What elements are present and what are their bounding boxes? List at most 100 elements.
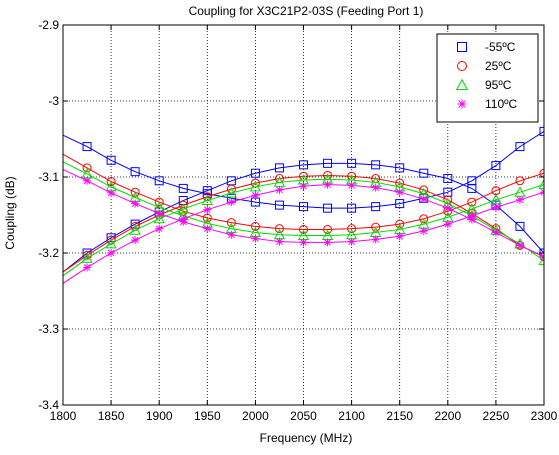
asterisk-marker (203, 205, 212, 214)
series-line (63, 178, 544, 277)
asterisk-stroke (203, 206, 211, 214)
legend-box (436, 33, 539, 123)
asterisk-stroke (540, 256, 544, 261)
asterisk-marker (83, 263, 92, 272)
asterisk-stroke (420, 195, 428, 203)
square-marker (323, 158, 333, 168)
asterisk-stroke (444, 220, 452, 228)
asterisk-stroke (203, 225, 211, 233)
triangle-marker (177, 203, 189, 214)
asterisk-marker (83, 176, 92, 185)
triangle-marker (455, 78, 469, 90)
asterisk-marker (540, 188, 544, 197)
asterisk-marker (275, 237, 284, 246)
x-tick-label: 2150 (386, 409, 413, 423)
square-marker (491, 161, 501, 171)
circle-marker (395, 219, 405, 229)
asterisk-stroke (540, 191, 544, 196)
asterisk-stroke (540, 188, 544, 193)
square-marker (106, 155, 116, 165)
asterisk-marker (371, 183, 380, 192)
asterisk-marker (155, 224, 164, 233)
circle-marker (202, 213, 212, 223)
legend: -55ºC 25ºC 95ºC 110ºC (436, 33, 539, 123)
axes: 1800 1850 1900 1950 2000 2050 2100 2150 2200 2250… (38, 18, 557, 423)
asterisk-marker (515, 241, 524, 250)
asterisk-stroke (324, 239, 331, 246)
asterisk-stroke (396, 188, 404, 196)
asterisk-stroke (131, 200, 139, 207)
series-square (63, 126, 544, 273)
asterisk-stroke (155, 225, 163, 233)
asterisk-marker (395, 188, 404, 197)
x-tick-label: 1850 (98, 409, 125, 423)
square-marker (395, 163, 405, 173)
asterisk-marker (179, 214, 188, 223)
square-marker (515, 142, 525, 152)
series-line (63, 162, 544, 273)
circle-marker (539, 168, 544, 178)
asterisk-stroke (348, 182, 355, 189)
square-marker (323, 203, 333, 213)
asterisk-marker (251, 234, 260, 243)
asterisk-stroke (179, 215, 187, 223)
circle-marker (154, 197, 164, 207)
asterisk-stroke (300, 182, 307, 190)
y-tick-label: -3.3 (38, 322, 59, 336)
square-marker (539, 126, 544, 136)
circle-marker (274, 224, 284, 234)
square-marker (515, 221, 525, 231)
asterisk-stroke (276, 186, 283, 194)
legend-label: 25ºC (485, 59, 512, 73)
circle-marker (323, 224, 333, 234)
square-marker (178, 183, 188, 193)
triangle-marker (538, 178, 544, 190)
asterisk-marker (540, 252, 544, 261)
asterisk-marker (347, 237, 356, 246)
x-tick-label: 2050 (290, 409, 317, 423)
asterisk-marker (299, 182, 308, 191)
y-axis-label: Coupling (dB) (3, 176, 17, 249)
asterisk-stroke (458, 100, 466, 108)
circle-marker (467, 197, 477, 207)
asterisk-stroke (252, 191, 259, 199)
asterisk-stroke (492, 204, 500, 211)
square-marker (467, 183, 477, 193)
asterisk-stroke (155, 210, 163, 217)
asterisk-marker (203, 224, 212, 233)
asterisk-stroke (372, 184, 380, 191)
triangle-marker (105, 238, 117, 249)
asterisk-stroke (324, 181, 331, 188)
asterisk-stroke (83, 264, 91, 271)
asterisk-marker (443, 204, 452, 213)
asterisk-stroke (540, 253, 544, 258)
asterisk-stroke (107, 189, 115, 197)
asterisk-stroke (107, 249, 115, 257)
triangle-marker (201, 194, 213, 206)
x-tick-label: 1800 (50, 409, 77, 423)
y-tick-label: -2.9 (38, 18, 59, 32)
triangle-marker (81, 252, 93, 263)
asterisk-marker (457, 99, 467, 109)
square-marker (274, 200, 284, 210)
x-tick-label: 1900 (146, 409, 173, 423)
square-marker (154, 176, 164, 186)
asterisk-marker (467, 215, 476, 224)
circle-marker (347, 224, 357, 234)
square-marker (347, 203, 357, 213)
asterisk-marker (155, 209, 164, 218)
x-tick-label: 2300 (531, 409, 558, 423)
circle-marker (515, 176, 525, 186)
square-marker (202, 186, 212, 196)
asterisk-marker (323, 238, 332, 247)
asterisk-stroke (396, 232, 404, 240)
asterisk-stroke (516, 242, 524, 249)
circle-marker (250, 221, 260, 231)
asterisk-marker (347, 181, 356, 190)
asterisk-stroke (252, 235, 259, 242)
asterisk-marker (131, 199, 140, 208)
asterisk-stroke (516, 196, 524, 204)
asterisk-stroke (468, 216, 476, 223)
square-marker (274, 163, 284, 173)
square-marker (419, 168, 429, 178)
